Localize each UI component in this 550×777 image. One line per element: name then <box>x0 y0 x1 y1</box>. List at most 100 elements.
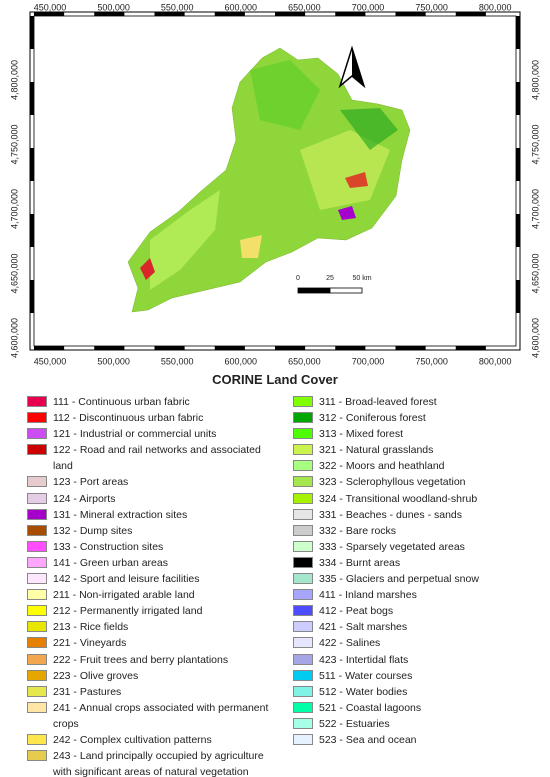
legend-label: 122 - Road and rail networks and associa… <box>53 444 261 473</box>
legend-item: 222 - Fruit trees and berry plantations <box>27 652 277 668</box>
frame-segment <box>335 12 366 16</box>
legend-item: 511 - Water courses <box>293 668 543 684</box>
legend-swatch <box>27 396 47 407</box>
legend-item: 124 - Airports <box>27 491 277 507</box>
land-patch <box>300 130 390 210</box>
frame-segment <box>516 16 520 49</box>
frame-segment <box>275 12 306 16</box>
legend-item: 121 - Industrial or commercial units <box>27 426 277 442</box>
land-patch <box>150 190 220 290</box>
legend-swatch <box>293 556 313 568</box>
legend-item: 312 - Coniferous forest <box>293 410 543 426</box>
legend-swatch <box>293 733 313 745</box>
frame-segment <box>335 346 366 350</box>
legend-swatch <box>27 701 47 713</box>
legend-item: 421 - Salt marshes <box>293 619 543 635</box>
legend-item: 423 - Intertidal flats <box>293 652 543 668</box>
legend-label: 241 - Annual crops associated with perma… <box>53 701 269 730</box>
y-coordinate-label: 4,650,000 <box>9 253 19 293</box>
legend-column: 111 - Continuous urban fabric 112 - Disco… <box>27 394 277 777</box>
legend-item: 243 - Land principally occupied by agric… <box>27 748 277 777</box>
legend-item: 122 - Road and rail networks and associa… <box>27 442 277 474</box>
legend-label: 242 - Complex cultivation patterns <box>53 733 212 746</box>
legend-item: 213 - Rice fields <box>27 619 277 635</box>
legend-swatch <box>27 669 47 681</box>
legend-swatch <box>293 396 313 407</box>
legend-swatch <box>293 685 313 697</box>
legend-item: 323 - Sclerophyllous vegetation <box>293 474 543 490</box>
legend-label: 332 - Bare rocks <box>319 524 397 537</box>
legend-item: 212 - Permanently irrigated land <box>27 603 277 619</box>
frame-segment <box>30 148 34 181</box>
frame-bars <box>30 12 520 350</box>
legend-item: 335 - Glaciers and perpetual snow <box>293 571 543 587</box>
legend-swatch <box>27 524 47 536</box>
legend-item: 111 - Continuous urban fabric <box>27 394 277 410</box>
land-patch <box>240 235 262 258</box>
y-coordinate-label: 4,600,000 <box>530 318 540 358</box>
legend-item: 411 - Inland marshes <box>293 587 543 603</box>
legend-label: 511 - Water courses <box>319 669 413 682</box>
legend-label: 422 - Salines <box>319 637 381 650</box>
legend-item: 322 - Moors and heathland <box>293 458 543 474</box>
legend-item: 142 - Sport and leisure facilities <box>27 571 277 587</box>
legend-column: 311 - Broad-leaved forest 312 - Coniferou… <box>293 394 543 748</box>
x-coordinate-label: 650,000 <box>288 2 321 12</box>
land-patch <box>250 60 320 130</box>
legend-swatch <box>293 669 313 681</box>
legend-label: 323 - Sclerophyllous vegetation <box>319 476 466 489</box>
legend-label: 243 - Land principally occupied by agric… <box>53 750 264 777</box>
legend-label: 521 - Coastal lagoons <box>319 701 422 714</box>
frame-segment <box>154 12 185 16</box>
legend-label: 313 - Mixed forest <box>319 428 404 441</box>
x-coordinate-label: 700,000 <box>352 356 385 366</box>
legend-item: 521 - Coastal lagoons <box>293 700 543 716</box>
frame-segment <box>516 280 520 313</box>
legend-item: 112 - Discontinuous urban fabric <box>27 410 277 426</box>
x-coordinate-label: 450,000 <box>34 356 67 366</box>
legend-item: 211 - Non-irrigated arable land <box>27 587 277 603</box>
legend-label: 334 - Burnt areas <box>319 556 401 569</box>
legend-label: 211 - Non-irrigated arable land <box>53 589 195 602</box>
legend-swatch <box>27 428 47 440</box>
legend-label: 322 - Moors and heathland <box>319 460 445 473</box>
scale-label: 50 km <box>352 275 371 282</box>
frame-segment <box>395 346 426 350</box>
legend-swatch <box>293 492 313 504</box>
scale-label: 25 <box>326 275 334 282</box>
legend-item: 333 - Sparsely vegetated areas <box>293 539 543 555</box>
legend-label: 412 - Peat bogs <box>319 605 394 618</box>
frame-segment <box>516 148 520 181</box>
frame-segment <box>30 214 34 247</box>
frame-segment <box>30 280 34 313</box>
legend-label: 121 - Industrial or commercial units <box>53 428 217 441</box>
legend-swatch <box>27 685 47 697</box>
x-coordinate-label: 600,000 <box>225 356 258 366</box>
frame-segment <box>214 346 245 350</box>
legend-item: 324 - Transitional woodland-shrub <box>293 491 543 507</box>
legend-label: 312 - Coniferous forest <box>319 412 426 425</box>
legend-item: 412 - Peat bogs <box>293 603 543 619</box>
legend-label: 132 - Dump sites <box>53 524 133 537</box>
legend-label: 321 - Natural grasslands <box>319 444 434 457</box>
legend-swatch <box>293 540 313 552</box>
land-patch <box>340 108 398 150</box>
scale-bar <box>297 287 363 294</box>
legend-item: 311 - Broad-leaved forest <box>293 394 543 410</box>
frame-segment <box>395 12 426 16</box>
land-patch <box>338 206 356 220</box>
frame-segment <box>214 12 245 16</box>
legend-swatch <box>27 508 47 520</box>
legend-item: 231 - Pastures <box>27 684 277 700</box>
legend-swatch <box>293 573 313 585</box>
y-coordinate-label: 4,750,000 <box>9 124 19 164</box>
legend-label: 213 - Rice fields <box>53 621 129 634</box>
legend-item: 133 - Construction sites <box>27 539 277 555</box>
legend-swatch <box>27 589 47 601</box>
legend-label: 131 - Mineral extraction sites <box>53 508 188 521</box>
legend-item: 123 - Port areas <box>27 474 277 490</box>
frame-segment <box>516 82 520 115</box>
legend-swatch <box>293 589 313 601</box>
legend-swatch <box>27 573 47 585</box>
